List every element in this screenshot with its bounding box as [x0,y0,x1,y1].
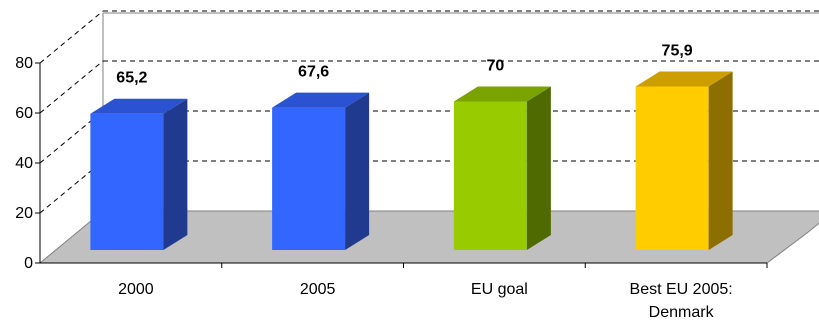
bar-top [272,92,370,108]
y-tick-label: 20 [15,205,33,222]
data-label: 70 [486,58,504,75]
bars [90,71,733,251]
bar-side [163,98,188,251]
data-label: 75,9 [662,42,693,59]
y-tick-label: 40 [15,155,33,172]
category-label: 2000 [118,281,154,298]
gridline-depth [39,110,104,164]
y-tick-label: 0 [24,255,33,272]
bar-front [453,101,527,250]
gridline-depth [39,10,104,64]
category-label: Denmark [649,304,715,321]
bar-side [526,86,551,250]
category-label: Best EU 2005: [630,281,733,298]
bar-front [635,86,709,250]
bar-front [90,113,164,251]
y-axis: 0 20 40 60 80 [15,55,768,272]
category-label: EU goal [471,281,528,298]
bar-top [90,98,188,114]
y-tick-label: 80 [15,55,33,72]
data-label: 67,6 [298,64,329,81]
bar-top [635,71,733,87]
gridline-depth [39,60,104,114]
data-label: 65,2 [116,70,147,87]
category-labels: 2000 2005 EU goal Best EU 2005: Denmark [118,281,733,321]
bar-side [345,92,370,251]
y-tick-label: 60 [15,105,33,122]
gridline-depth [39,160,104,214]
gridlines [39,10,819,214]
bar-top [453,86,551,102]
bar-front [272,107,346,251]
bar-side [708,71,733,250]
category-label: 2005 [300,281,336,298]
data-labels: 65,2 67,6 70 75,9 [116,42,692,86]
